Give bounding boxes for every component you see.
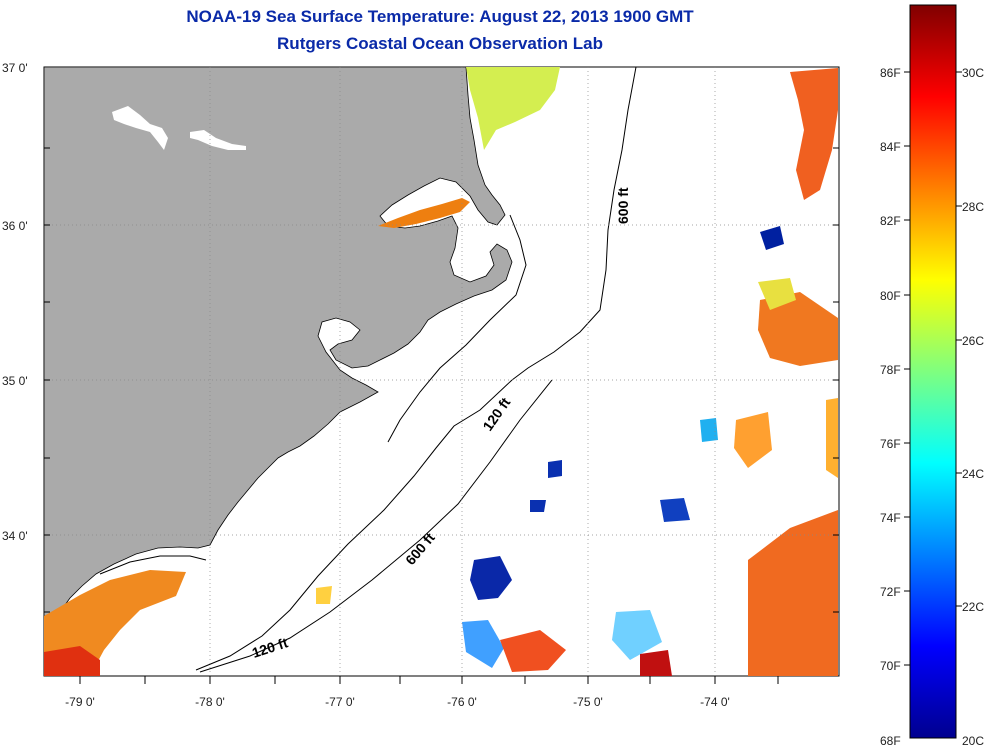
lat-label: 36 0' [2, 219, 28, 233]
axis-ticks [44, 147, 839, 684]
lat-label: 37 0' [2, 61, 28, 75]
fahrenheit-label: 78F [880, 363, 901, 377]
sst-patch [44, 646, 100, 676]
sst-patch [734, 412, 772, 468]
sst-patch [316, 586, 332, 604]
fahrenheit-label: 76F [880, 437, 901, 451]
sst-patch [748, 510, 838, 676]
lon-label: -75 0' [573, 695, 603, 709]
sst-patch [758, 278, 796, 310]
graticule [44, 67, 839, 676]
fahrenheit-label: 72F [880, 585, 901, 599]
sst-patch [462, 620, 504, 668]
sst-patch [700, 418, 718, 442]
celsius-label: 28C [962, 200, 984, 214]
lon-label: -78 0' [195, 695, 225, 709]
inland-river [190, 130, 246, 150]
fahrenheit-label: 80F [880, 289, 901, 303]
map-title: NOAA-19 Sea Surface Temperature: August … [186, 7, 694, 26]
sst-patch [826, 398, 838, 478]
lon-label: -74 0' [700, 695, 730, 709]
lat-label: 35 0' [2, 374, 28, 388]
sst-patch [660, 498, 690, 522]
inland-lake [112, 106, 168, 150]
sst-patch [530, 500, 546, 512]
sst-patch [500, 630, 566, 672]
sst-patch [640, 650, 672, 676]
sst-patch [758, 292, 838, 366]
sst-patch [612, 610, 662, 660]
bathymetry-contours [99, 67, 637, 673]
celsius-label: 30C [962, 66, 984, 80]
land-mass [44, 67, 513, 637]
sst-patch [548, 460, 562, 478]
sst-patch [466, 67, 560, 150]
celsius-label: 20C [962, 734, 984, 748]
fahrenheit-label: 74F [880, 511, 901, 525]
fahrenheit-label: 82F [880, 214, 901, 228]
sst-patch [760, 226, 784, 250]
sst-patch [790, 68, 838, 200]
temperature-colorbar: 86F 84F 82F 80F 78F 76F 74F 72F 70F 68F … [880, 4, 984, 748]
celsius-label: 22C [962, 600, 984, 614]
lat-label: 34 0' [2, 529, 28, 543]
sound-sst [378, 198, 470, 228]
lon-label: -76 0' [447, 695, 477, 709]
depth-label: 600 ft [615, 187, 631, 224]
fahrenheit-label: 84F [880, 140, 901, 154]
fahrenheit-label: 68F [880, 734, 901, 748]
celsius-label: 24C [962, 467, 984, 481]
sst-patch [470, 556, 512, 600]
fahrenheit-label: 86F [880, 66, 901, 80]
sst-data [44, 67, 838, 676]
lon-label: -79 0' [65, 695, 95, 709]
lon-label: -77 0' [325, 695, 355, 709]
map-panel: 37 0' 36 0' 35 0' 34 0' -79 0' -78 0' -7… [2, 61, 840, 709]
map-subtitle: Rutgers Coastal Ocean Observation Lab [277, 34, 603, 53]
fahrenheit-label: 70F [880, 659, 901, 673]
celsius-label: 26C [962, 334, 984, 348]
